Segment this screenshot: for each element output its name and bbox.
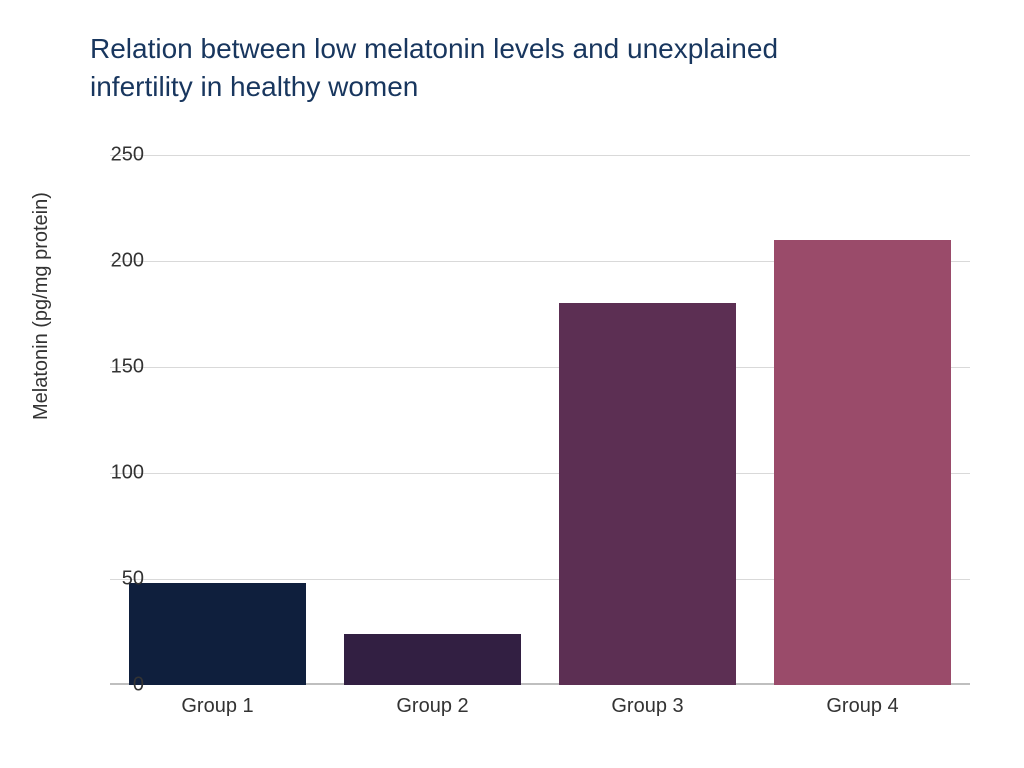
x-tick-label: Group 4 [826, 695, 898, 718]
gridline [110, 155, 970, 156]
bar [774, 240, 950, 685]
plot-area: Group 1Group 2Group 3Group 4 [110, 155, 970, 685]
y-tick-label: 0 [84, 674, 144, 697]
chart-container: Relation between low melatonin levels an… [0, 0, 1024, 768]
x-tick-label: Group 1 [181, 695, 253, 718]
x-tick-label: Group 3 [611, 695, 683, 718]
y-tick-label: 250 [84, 144, 144, 167]
y-tick-label: 200 [84, 250, 144, 273]
y-tick-label: 150 [84, 356, 144, 379]
bar [129, 583, 305, 685]
chart-title: Relation between low melatonin levels an… [90, 30, 790, 106]
bar [559, 303, 735, 685]
y-tick-label: 100 [84, 462, 144, 485]
y-axis-label: Melatonin (pg/mg protein) [30, 192, 53, 420]
bar [344, 634, 520, 685]
x-tick-label: Group 2 [396, 695, 468, 718]
y-tick-label: 50 [84, 568, 144, 591]
